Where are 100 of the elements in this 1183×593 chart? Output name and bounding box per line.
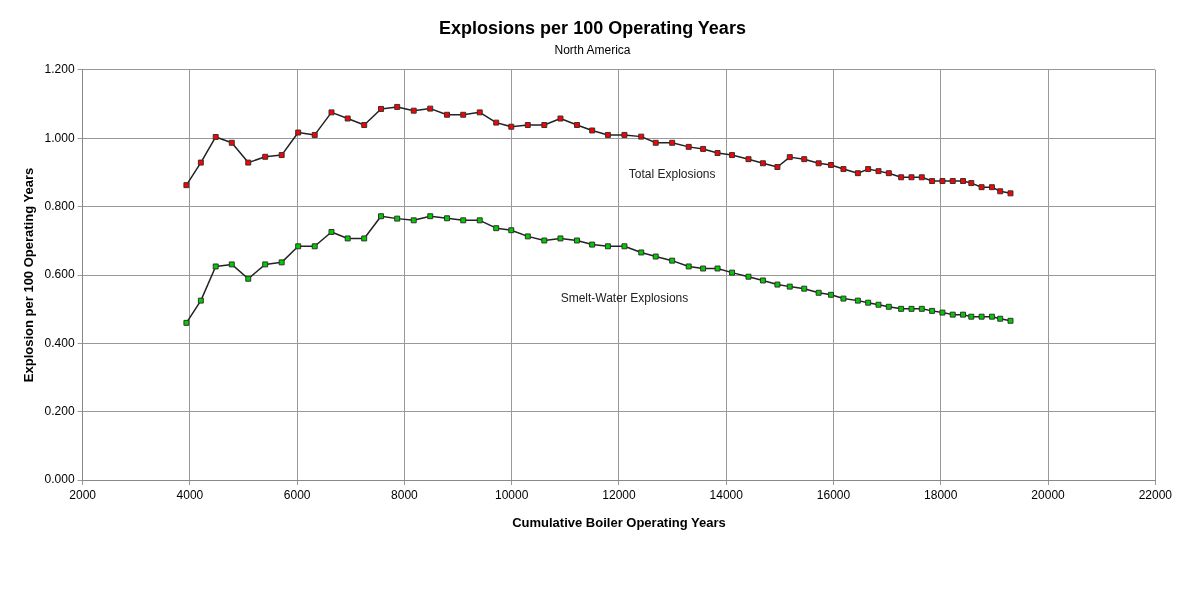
point xyxy=(801,285,808,292)
point xyxy=(378,213,384,220)
x-tick-label: 10000 xyxy=(495,487,529,502)
point xyxy=(828,291,835,298)
x-tick-label: 12000 xyxy=(602,487,636,502)
x-tick-label: 8000 xyxy=(391,487,419,502)
y-tick-label: 0.800 xyxy=(44,198,75,213)
y-tick-label: 1.200 xyxy=(44,62,75,77)
y-tick-label: 0.000 xyxy=(44,472,75,487)
point xyxy=(939,309,946,316)
y-tick-label: 1.000 xyxy=(44,130,75,145)
point xyxy=(745,273,752,280)
point xyxy=(328,109,335,116)
point xyxy=(960,311,967,318)
point xyxy=(344,235,351,242)
point xyxy=(361,235,368,242)
point xyxy=(476,109,483,116)
point xyxy=(652,139,659,146)
point xyxy=(786,154,793,161)
point xyxy=(228,139,235,146)
point xyxy=(541,237,548,244)
point xyxy=(865,166,872,173)
point xyxy=(589,127,596,134)
point xyxy=(524,233,531,240)
point xyxy=(786,283,793,290)
point xyxy=(700,265,707,272)
point xyxy=(245,159,252,166)
point xyxy=(508,227,515,234)
point xyxy=(444,215,450,222)
point xyxy=(604,243,611,250)
y-tick-label: 0.200 xyxy=(44,403,75,418)
point xyxy=(745,156,752,163)
point xyxy=(604,131,611,138)
series-label: Smelt-Water Explosions xyxy=(560,290,689,305)
point xyxy=(183,182,190,189)
point xyxy=(557,115,564,122)
point xyxy=(815,160,822,167)
point xyxy=(394,103,401,110)
point xyxy=(759,160,766,167)
point xyxy=(997,315,1004,322)
point xyxy=(774,164,781,171)
x-tick-label: 2000 xyxy=(69,487,97,502)
point xyxy=(929,307,936,314)
x-tick-label: 22000 xyxy=(1138,487,1173,502)
point xyxy=(197,159,204,166)
point xyxy=(908,305,915,312)
point xyxy=(774,281,781,288)
x-tick-label: 16000 xyxy=(816,487,851,502)
point xyxy=(262,261,269,268)
point xyxy=(918,174,925,181)
point xyxy=(685,143,692,150)
point xyxy=(1007,317,1014,324)
point xyxy=(759,277,766,284)
point xyxy=(898,305,905,312)
point xyxy=(410,107,417,114)
point xyxy=(978,313,985,320)
point xyxy=(898,174,905,181)
chart-subtitle: North America xyxy=(554,43,631,58)
point xyxy=(685,263,692,270)
point xyxy=(918,305,925,312)
y-tick-label: 0.600 xyxy=(44,267,75,282)
point xyxy=(875,301,882,308)
point xyxy=(968,180,975,187)
point xyxy=(197,297,204,304)
point xyxy=(245,275,252,282)
point xyxy=(476,217,483,224)
point xyxy=(361,122,368,128)
point xyxy=(328,228,335,235)
point xyxy=(493,119,500,126)
point xyxy=(949,178,956,185)
point xyxy=(262,153,269,160)
point xyxy=(444,111,450,118)
x-tick-label: 14000 xyxy=(709,487,744,502)
point xyxy=(212,133,219,140)
point xyxy=(865,299,872,306)
point xyxy=(652,253,659,260)
point xyxy=(295,243,302,250)
point xyxy=(988,184,995,191)
point xyxy=(589,241,596,248)
point xyxy=(311,131,318,138)
point xyxy=(714,265,721,272)
point xyxy=(854,170,861,177)
point xyxy=(493,225,500,232)
y-tick-label: 0.400 xyxy=(44,335,75,350)
point xyxy=(949,311,956,318)
point xyxy=(638,133,645,140)
y-axis-title: Explosion per 100 Operating Years xyxy=(21,167,37,383)
point xyxy=(978,184,985,191)
x-tick-label: 18000 xyxy=(924,487,958,502)
point xyxy=(840,295,847,302)
point xyxy=(378,105,384,112)
point xyxy=(960,178,967,185)
point xyxy=(638,249,645,256)
x-axis-title: Cumulative Boiler Operating Years xyxy=(512,514,726,530)
point xyxy=(729,269,736,276)
point xyxy=(394,215,401,222)
point xyxy=(1007,190,1014,197)
point xyxy=(427,213,434,220)
point xyxy=(828,162,835,168)
x-tick-label: 20000 xyxy=(1031,487,1066,502)
